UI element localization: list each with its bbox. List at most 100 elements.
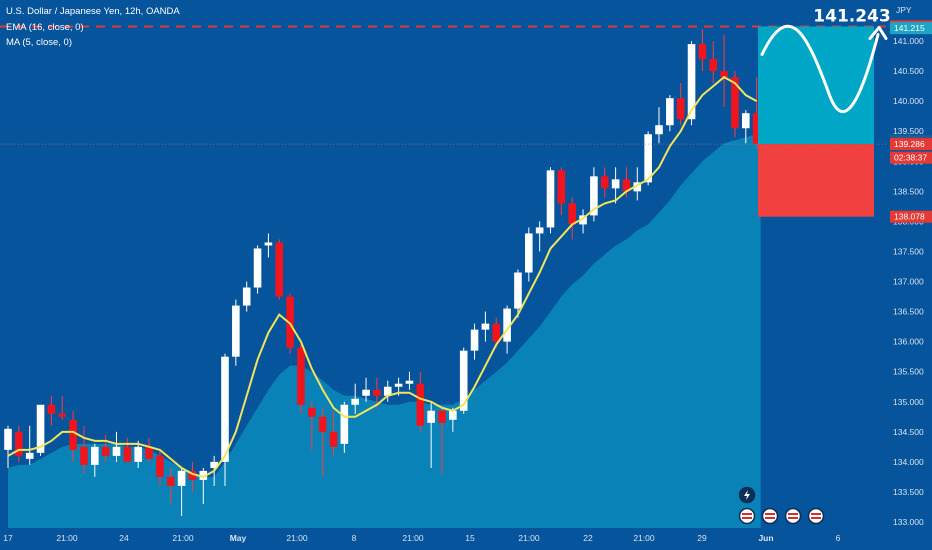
ema-area-fill: [8, 134, 761, 529]
candle-body: [416, 383, 425, 426]
x-tick-label: 29: [697, 533, 707, 543]
candle-body: [600, 176, 609, 189]
candle-body: [590, 176, 598, 216]
candle-body: [4, 428, 12, 450]
flag-stripe: [765, 513, 775, 515]
y-tick-label: 138.500: [893, 186, 924, 196]
flag-stripe: [742, 517, 752, 519]
candle-body: [253, 248, 262, 288]
currency-label: JPY: [896, 5, 912, 15]
candle-body: [36, 404, 45, 453]
us-flag-icon: [784, 507, 802, 525]
target-price-label: 141.243: [813, 6, 890, 26]
candle-body: [709, 59, 718, 72]
flag-stripe: [788, 513, 798, 515]
forecast-arrowhead: [868, 25, 888, 40]
price-tag: [890, 138, 932, 151]
candle-body: [188, 470, 197, 480]
price-tag: [890, 151, 932, 164]
candle-body: [177, 470, 186, 486]
candle-body: [232, 305, 240, 357]
x-tick-label: 21:00: [56, 533, 78, 543]
chart-title: U.S. Dollar / Japanese Yen, 12h, OANDA: [6, 6, 180, 17]
candle-body: [210, 461, 218, 468]
candle-body: [286, 296, 294, 348]
candle-body: [221, 356, 229, 462]
candle-body: [351, 398, 359, 405]
us-flag-icon: [761, 507, 779, 525]
candle-body: [101, 446, 110, 456]
candle-body: [481, 323, 490, 330]
candle-body: [166, 476, 175, 486]
candle-body: [459, 350, 468, 411]
x-tick-label: 21:00: [286, 533, 308, 543]
candle-body: [297, 347, 305, 405]
flag-stripe: [742, 513, 752, 515]
flag-stripe: [811, 513, 821, 515]
candle-body: [242, 287, 251, 306]
candle-body: [275, 242, 284, 297]
ma-legend: MA (5, close, 0): [6, 37, 72, 48]
y-tick-label: 133.000: [893, 517, 924, 527]
flash-glyph: [744, 490, 750, 500]
y-tick-label: 141.000: [893, 36, 924, 46]
candle-body: [622, 179, 631, 192]
y-tick-label: 134.500: [893, 427, 924, 437]
y-tick-label: 139.500: [893, 126, 924, 136]
y-tick-label: 135.500: [893, 367, 924, 377]
flag-stripe: [811, 517, 821, 519]
candle-body: [535, 227, 544, 234]
x-tick-label: 21:00: [518, 533, 540, 543]
candle-body: [58, 413, 67, 417]
x-tick-label: Jun: [758, 533, 773, 543]
candle-body: [633, 182, 642, 192]
price-tag-label: 138.078: [894, 212, 925, 222]
candle-body: [373, 389, 381, 396]
candle-body: [438, 410, 446, 423]
y-tick-label: 134.000: [893, 457, 924, 467]
candle-body: [15, 431, 23, 456]
x-tick-label: May: [230, 533, 247, 543]
candle-body: [720, 71, 728, 78]
candle-body: [579, 215, 587, 225]
candle-body: [557, 170, 566, 204]
candle-body: [199, 470, 208, 480]
target-zone-box: [758, 26, 874, 145]
candle-body: [394, 383, 403, 387]
y-tick-label: 133.500: [893, 487, 924, 497]
candle-body: [318, 416, 327, 432]
candle-body: [568, 203, 576, 225]
y-tick-label: 140.000: [893, 96, 924, 106]
candle-body: [698, 44, 707, 60]
candle-body: [644, 134, 652, 183]
x-tick-label: 21:00: [402, 533, 424, 543]
price-tag-label: 139.286: [894, 139, 925, 149]
x-tick-label: 21:00: [633, 533, 655, 543]
candle-body: [340, 404, 349, 444]
price-tag-label: 141.215: [894, 23, 925, 33]
candle-body: [492, 323, 501, 342]
candle-body: [525, 233, 533, 273]
candle-body: [264, 242, 273, 246]
y-tick-label: 135.000: [893, 397, 924, 407]
candle-body: [752, 113, 761, 144]
candle-body: [308, 407, 316, 417]
flag-stripe: [788, 517, 798, 519]
price-tag: [890, 22, 932, 35]
candle-body: [427, 410, 435, 423]
price-tag: [890, 210, 932, 223]
x-tick-label: 22: [583, 533, 593, 543]
candle-body: [742, 113, 750, 129]
candle-body: [25, 452, 34, 459]
candle-body: [514, 272, 522, 309]
x-tick-label: 17: [3, 533, 13, 543]
candle-body: [666, 98, 674, 126]
candle-body: [329, 431, 338, 447]
candle-body: [503, 308, 511, 342]
candle-body: [611, 179, 620, 189]
candle-body: [546, 170, 555, 228]
x-tick-label: 15: [465, 533, 475, 543]
candle-body: [145, 446, 153, 459]
